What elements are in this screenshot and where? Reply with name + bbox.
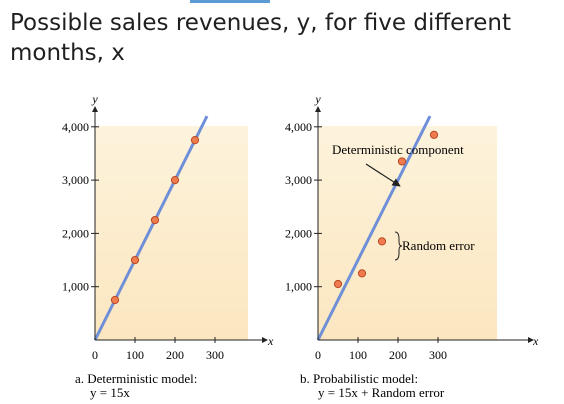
panel-b-caption-formula: y = 15x + Random error <box>318 385 445 400</box>
panel-a-data-point <box>110 295 120 305</box>
panel-b-x-tick-label: 300 <box>429 348 447 362</box>
panel-b-y-label: y <box>314 92 321 106</box>
panel-b-data-point <box>357 269 367 278</box>
panel-b-x-tick-label: 0 <box>315 348 321 362</box>
panel-b-y-tick-label: 3,000 <box>285 173 312 187</box>
panel-b: 1,000 2,000 3,000 4,000 0 100 200 300 y x Deter… <box>285 92 539 400</box>
panel-a-y-axis-arrow <box>92 106 98 112</box>
panel-a-x-tick-label: 200 <box>166 348 184 362</box>
slide-title: Possible sales revenues, y, for five dif… <box>10 10 512 66</box>
panel-b-y-axis-arrow <box>315 106 321 112</box>
panel-b-x-label: x <box>532 334 539 348</box>
panel-a-y-tick-label: 1,000 <box>62 280 89 294</box>
panel-b-x-axis-arrow <box>528 337 534 343</box>
random-error-brace <box>394 231 403 261</box>
panel-b-regression-line <box>316 115 432 341</box>
panel-a-y-tick-label: 4,000 <box>62 120 89 134</box>
deterministic-component-label: Deterministic component <box>332 142 464 157</box>
title-accent-bar <box>190 0 270 3</box>
panel-a-x-label: x <box>267 334 274 348</box>
panel-a-x-axis-arrow <box>262 337 268 343</box>
panel-a-data-point <box>130 255 140 265</box>
panel-b-x-tick-label: 200 <box>389 348 407 362</box>
panel-a-x-tick-label: 300 <box>206 348 224 362</box>
panel-a-data-point <box>190 136 200 145</box>
panel-a-caption-title: a. Deterministic model: <box>75 371 197 386</box>
panel-a: 1,000 2,000 3,000 4,000 0 100 200 300 y x a. De… <box>62 92 274 400</box>
random-error-label: Random error <box>402 238 475 253</box>
panel-b-y-tick-label: 4,000 <box>285 120 312 134</box>
panel-b-data-point <box>397 157 407 166</box>
panel-a-y-label: y <box>91 92 98 106</box>
panel-b-data-point <box>429 130 439 139</box>
panel-b-y-tick-label: 2,000 <box>285 226 312 240</box>
panel-a-data-point <box>170 176 180 185</box>
panel-a-x-tick-label: 100 <box>126 348 144 362</box>
panel-b-data-point <box>333 279 343 289</box>
panel-b-caption-title: b. Probabilistic model: <box>300 371 418 386</box>
panel-a-x-tick-label: 0 <box>92 348 98 362</box>
panel-a-data-point <box>150 215 160 225</box>
panel-a-y-tick-label: 3,000 <box>62 173 89 187</box>
panel-a-caption-formula: y = 15x <box>90 385 130 400</box>
panel-b-data-point <box>377 237 387 246</box>
panel-b-x-tick-label: 100 <box>349 348 367 362</box>
panel-a-y-tick-label: 2,000 <box>62 226 89 240</box>
panel-a-background <box>95 126 248 340</box>
panel-b-y-tick-label: 1,000 <box>285 280 312 294</box>
deterministic-component-arrow <box>365 163 401 187</box>
